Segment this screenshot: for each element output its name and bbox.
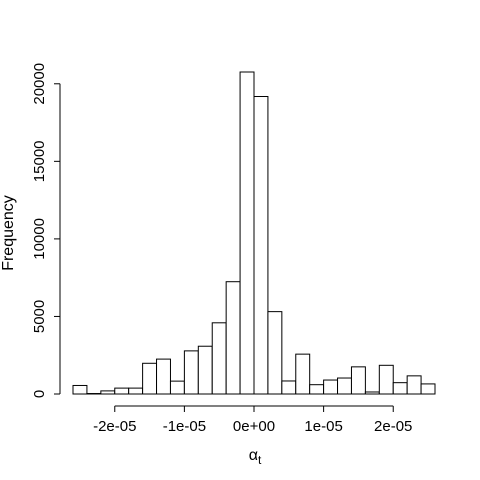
histogram-bar: [114, 387, 130, 395]
x-axis-tick-label: -2e-05: [93, 418, 136, 435]
x-axis-label-subscript: t: [258, 453, 262, 467]
histogram-bar: [267, 311, 283, 395]
y-axis-tick-label: 20000: [31, 63, 48, 105]
histogram-bar: [350, 366, 366, 395]
x-axis-tick-label: 0e+00: [233, 418, 275, 435]
histogram-bar: [239, 71, 255, 395]
histogram-bar: [295, 353, 311, 395]
x-axis-tick-label: 2e-05: [374, 418, 412, 435]
y-axis-tick-label: 15000: [31, 140, 48, 182]
histogram-bar: [309, 384, 325, 395]
histogram-bar: [142, 362, 158, 395]
histogram-bar: [323, 379, 339, 395]
histogram-bar: [364, 391, 380, 395]
x-axis-ticks: -2e-05 -1e-05 0e+00 1e-05 2e-05: [93, 406, 412, 435]
x-axis-label: αt: [249, 447, 262, 467]
histogram-bar: [281, 380, 297, 395]
histogram-bar: [128, 387, 144, 395]
histogram-bar: [253, 96, 269, 395]
histogram-bar: [420, 383, 436, 395]
histogram-bar: [211, 322, 227, 395]
histogram-bar: [183, 350, 199, 395]
histogram-bar: [197, 345, 213, 395]
y-axis-label: Frequency: [0, 195, 17, 271]
x-axis-tick-label: -1e-05: [163, 418, 206, 435]
histogram-bar: [100, 390, 116, 395]
histogram-bar: [156, 358, 171, 395]
histogram-bar: [337, 377, 352, 395]
histogram-bar: [169, 380, 185, 395]
y-axis-tick-label: 10000: [31, 218, 48, 260]
y-axis-ticks: 0 5000 10000 15000 20000: [31, 63, 60, 398]
histogram-bar: [406, 375, 422, 395]
y-axis-tick-label: 0: [31, 390, 48, 398]
histogram-bar: [392, 382, 408, 395]
y-axis-tick-label: 5000: [31, 300, 48, 333]
histogram-bar: [378, 364, 394, 395]
histogram-bar: [225, 281, 241, 395]
histogram-bar: [72, 384, 88, 395]
histogram-bars: [72, 71, 436, 395]
x-axis-label-main: α: [249, 447, 258, 464]
x-axis-tick-label: 1e-05: [304, 418, 342, 435]
